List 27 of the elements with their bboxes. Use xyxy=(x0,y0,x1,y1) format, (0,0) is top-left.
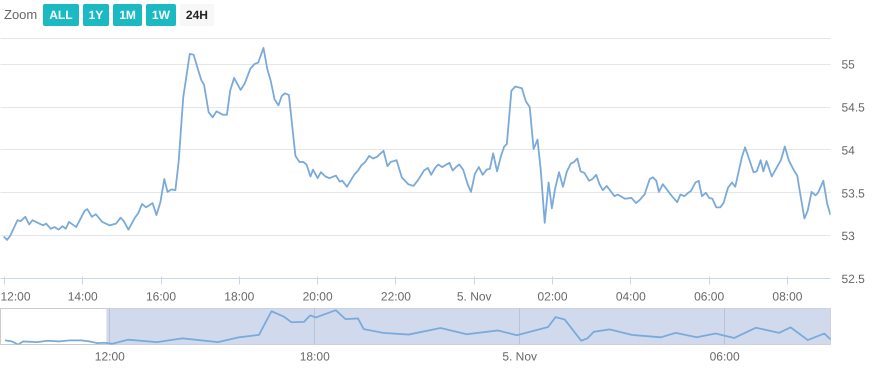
y-tick-label: 54 xyxy=(842,143,856,158)
x-tick-label: 06:00 xyxy=(710,350,740,364)
text: Zoom xyxy=(4,7,38,22)
x-tick-label: 5. Nov xyxy=(502,350,538,364)
x-tick-label: 20:00 xyxy=(302,290,333,304)
text: 1Y xyxy=(82,4,110,26)
x-tick-label: 22:00 xyxy=(380,290,412,304)
x-tick-label: 12:00 xyxy=(94,350,126,364)
y-tick-label: 55 xyxy=(842,58,856,72)
y-tick-label: 52.5 xyxy=(842,272,866,286)
y-tick-label: 53 xyxy=(842,229,856,244)
text: ALL xyxy=(43,4,79,26)
x-tick-label: 18:00 xyxy=(300,350,330,364)
text: 1W xyxy=(146,4,176,26)
x-tick-label: 12:00 xyxy=(0,290,31,304)
x-tick-label: 08:00 xyxy=(772,290,803,304)
x-tick-label: 5. Nov xyxy=(456,290,492,304)
x-tick-label: 04:00 xyxy=(616,290,646,304)
y-tick-label: 54.5 xyxy=(842,100,866,115)
x-tick-label: 16:00 xyxy=(146,290,176,304)
text: 24H xyxy=(180,4,214,26)
x-tick-label: 18:00 xyxy=(224,290,255,304)
x-tick-label: 06:00 xyxy=(694,290,724,304)
text: 1M xyxy=(113,4,142,26)
x-tick-label: 02:00 xyxy=(538,290,568,304)
y-tick-label: 53.5 xyxy=(842,186,866,200)
x-tick-label: 14:00 xyxy=(68,290,98,304)
